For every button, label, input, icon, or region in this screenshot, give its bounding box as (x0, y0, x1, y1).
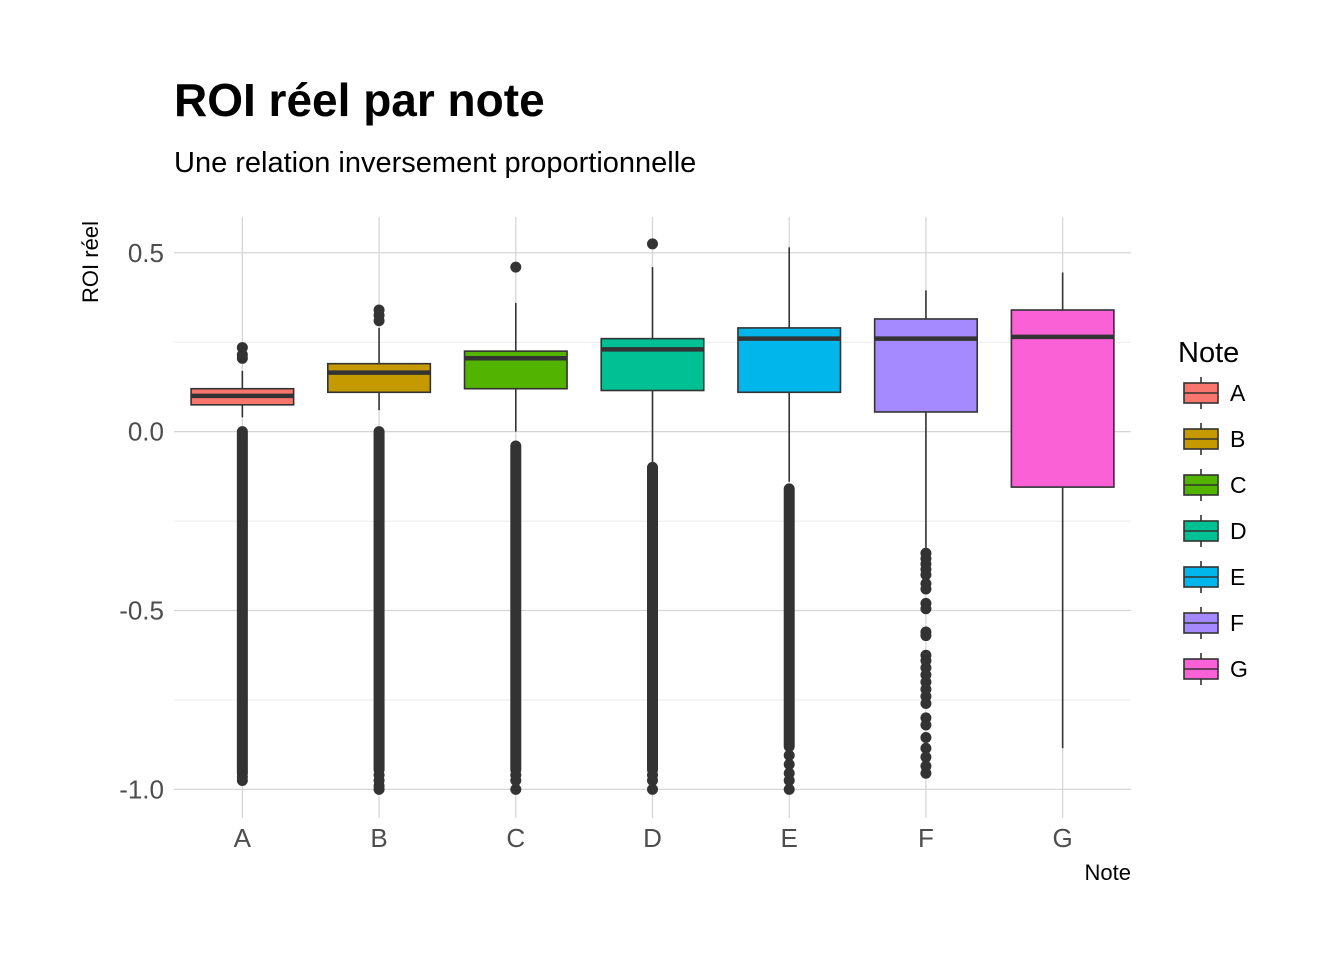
legend-label: C (1230, 472, 1247, 498)
y-tick-label: 0.5 (128, 238, 164, 268)
outlier-point (373, 304, 385, 316)
legend-item-B: B (1183, 423, 1245, 455)
outlier-point (920, 583, 932, 595)
boxes (190, 238, 1115, 795)
outlier-band (647, 461, 658, 776)
x-tick-label: C (506, 823, 525, 853)
box-group-B (327, 304, 432, 795)
legend-item-G: G (1183, 653, 1248, 685)
x-tick-label: G (1053, 823, 1073, 853)
legend-item-A: A (1183, 377, 1246, 409)
outlier-point (510, 261, 522, 273)
x-axis-title: Note (1085, 860, 1131, 885)
box-D (600, 337, 705, 392)
chart-subtitle: Une relation inversement proportionnelle (174, 147, 696, 179)
legend-item-E: E (1183, 561, 1245, 593)
y-tick-labels: 0.5 0.0 -0.5 -1.0 (119, 238, 164, 805)
outlier-point (510, 774, 522, 786)
y-tick-label: 0.0 (128, 417, 164, 447)
outlier-point (783, 774, 795, 786)
outlier-band (373, 426, 385, 776)
x-tick-label: A (234, 823, 252, 853)
outlier-band (236, 426, 248, 779)
legend-label: F (1230, 610, 1244, 636)
x-tick-label: B (370, 823, 387, 853)
legend-item-D: D (1183, 515, 1247, 547)
outlier-point (920, 732, 932, 744)
legend-title: Note (1178, 337, 1239, 369)
legend-label: E (1230, 564, 1245, 590)
outlier-point (920, 742, 932, 754)
outlier-point (373, 783, 385, 795)
x-tick-labels: A B C D E F G (234, 823, 1073, 853)
outlier-point (510, 783, 522, 795)
box-group-E (737, 247, 842, 795)
box-F (873, 318, 978, 413)
outlier-point (920, 569, 932, 581)
box-B (327, 362, 432, 394)
y-tick-label: -0.5 (119, 596, 164, 626)
outlier-point (783, 783, 795, 795)
y-tick-label: -1.0 (119, 774, 164, 804)
outlier-point (647, 783, 658, 795)
box-group-D (600, 238, 705, 795)
outlier-band (783, 483, 795, 752)
x-tick-label: E (781, 823, 798, 853)
outlier-point (236, 774, 248, 786)
outlier-point (920, 719, 932, 731)
box-group-C (463, 261, 568, 795)
outlier-point (783, 758, 795, 770)
box-group-G (1010, 272, 1115, 749)
outlier-point (920, 698, 932, 710)
legend-label: B (1230, 426, 1245, 452)
chart-title: ROI réel par note (174, 74, 545, 126)
legend-item-F: F (1183, 607, 1244, 639)
box-group-A (190, 342, 295, 786)
x-tick-label: D (643, 823, 662, 853)
outlier-point (920, 603, 932, 615)
box-group-F (873, 290, 978, 779)
outlier-band (510, 440, 522, 776)
outlier-point (236, 342, 248, 354)
outlier-point (920, 751, 932, 763)
legend-label: D (1230, 518, 1247, 544)
outlier-point (920, 630, 932, 642)
outlier-point (920, 767, 932, 779)
x-tick-label: F (918, 823, 934, 853)
legend-item-C: C (1183, 469, 1247, 501)
legend-label: G (1230, 656, 1248, 682)
outlier-point (647, 238, 658, 250)
legend-label: A (1230, 380, 1246, 406)
y-axis-title: ROI réel (78, 221, 103, 303)
box-G (1010, 309, 1115, 488)
outlier-point (783, 749, 795, 761)
outlier-point (647, 774, 658, 786)
